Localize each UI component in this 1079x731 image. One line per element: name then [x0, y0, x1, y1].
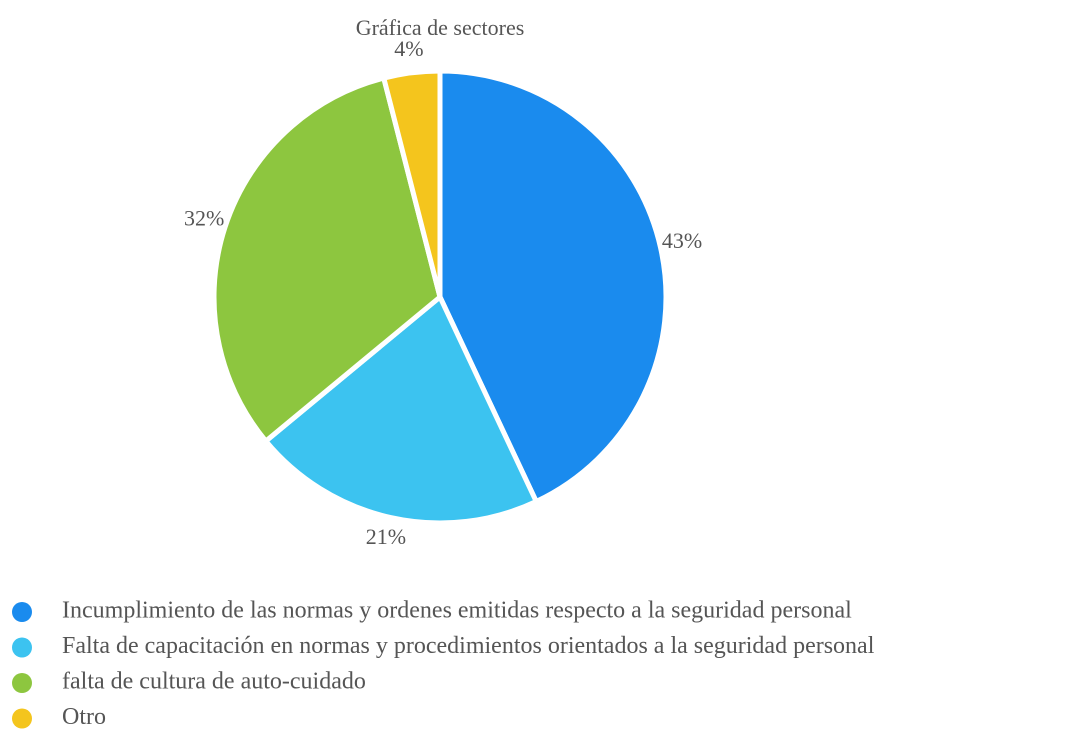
legend-label: Falta de capacitación en normas y proced…: [62, 633, 875, 659]
legend-label: falta de cultura de auto-cuidado: [62, 669, 366, 695]
pie-slice: [262, 293, 540, 526]
legend-marker: [12, 637, 32, 658]
data-label: 21%: [366, 524, 406, 549]
pie-slice: [437, 68, 669, 505]
data-label: 4%: [394, 36, 423, 61]
legend-marker: [12, 673, 32, 693]
pie-slice: [380, 68, 443, 298]
legend-label: Otro: [62, 704, 106, 730]
legend-marker: [12, 708, 32, 729]
legend-marker: [12, 602, 32, 622]
data-label: 43%: [662, 228, 702, 253]
legend-label: Incumplimiento de las normas y ordenes e…: [62, 598, 852, 624]
pie-slice: [211, 75, 443, 445]
data-label: 32%: [184, 205, 224, 230]
chart-title: Gráfica de sectores: [356, 15, 525, 40]
